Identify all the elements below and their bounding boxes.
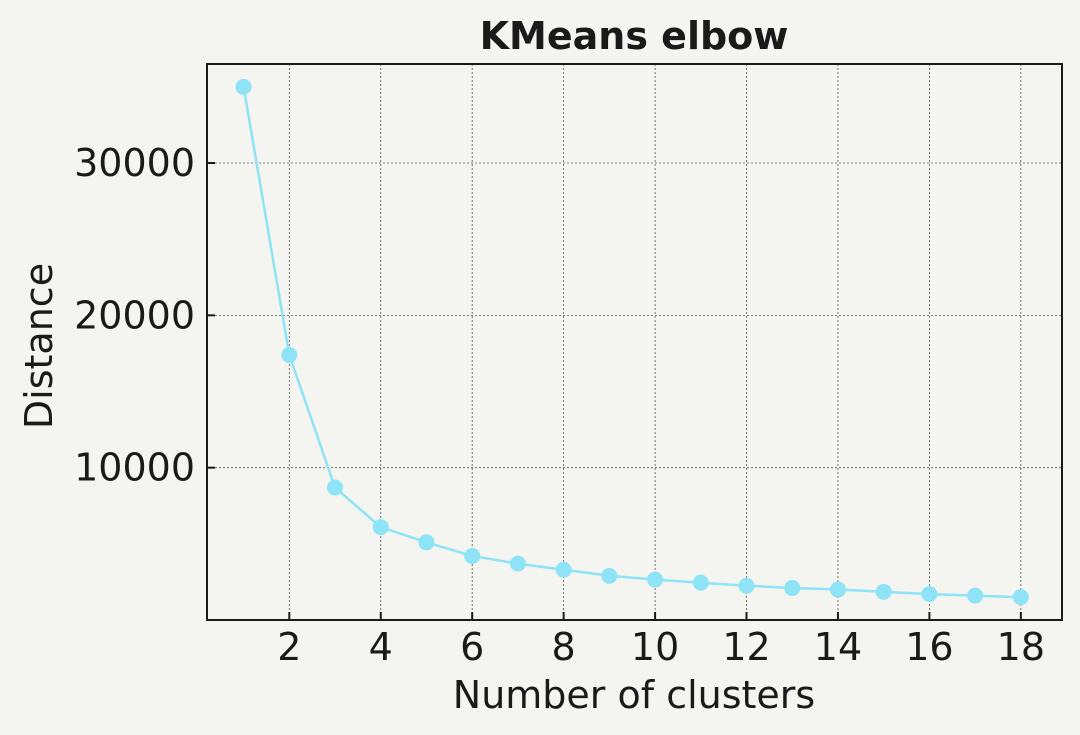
plot-frame — [206, 63, 1063, 621]
data-point — [921, 586, 938, 603]
grid — [207, 64, 1062, 620]
data-point — [509, 555, 526, 572]
x-tick-label: 14 — [814, 625, 862, 669]
x-tick-label: 12 — [722, 625, 770, 669]
ticks: 2 4 6 8 10 12 14 16 18 10000 20000 30000 — [74, 141, 1045, 669]
x-tick-label: 8 — [552, 625, 576, 669]
x-axis-label: Number of clusters — [453, 673, 815, 717]
data-point — [327, 479, 344, 496]
data-point — [692, 574, 709, 591]
data-point — [418, 534, 435, 551]
data-point — [829, 581, 846, 598]
data-point — [235, 78, 252, 95]
data-point — [875, 583, 892, 600]
data-point — [281, 346, 298, 363]
x-tick-label: 2 — [277, 625, 301, 669]
y-tick-label: 20000 — [74, 293, 195, 337]
data-point — [464, 548, 481, 565]
y-tick-label: 30000 — [74, 141, 195, 185]
data-point — [738, 577, 755, 594]
data-point — [601, 567, 618, 584]
data-point — [1012, 589, 1029, 606]
data-point — [784, 580, 801, 597]
series — [235, 78, 1029, 606]
x-tick-label: 6 — [460, 625, 484, 669]
x-tick-label: 18 — [997, 625, 1045, 669]
data-point — [647, 571, 664, 588]
y-tick-label: 10000 — [74, 446, 195, 490]
data-point — [555, 561, 572, 578]
x-tick-label: 4 — [369, 625, 393, 669]
data-point — [967, 587, 984, 604]
x-tick-label: 16 — [905, 625, 953, 669]
chart-title: KMeans elbow — [480, 14, 789, 58]
data-point — [372, 519, 389, 536]
y-axis-label: Distance — [17, 263, 61, 429]
x-tick-label: 10 — [631, 625, 679, 669]
